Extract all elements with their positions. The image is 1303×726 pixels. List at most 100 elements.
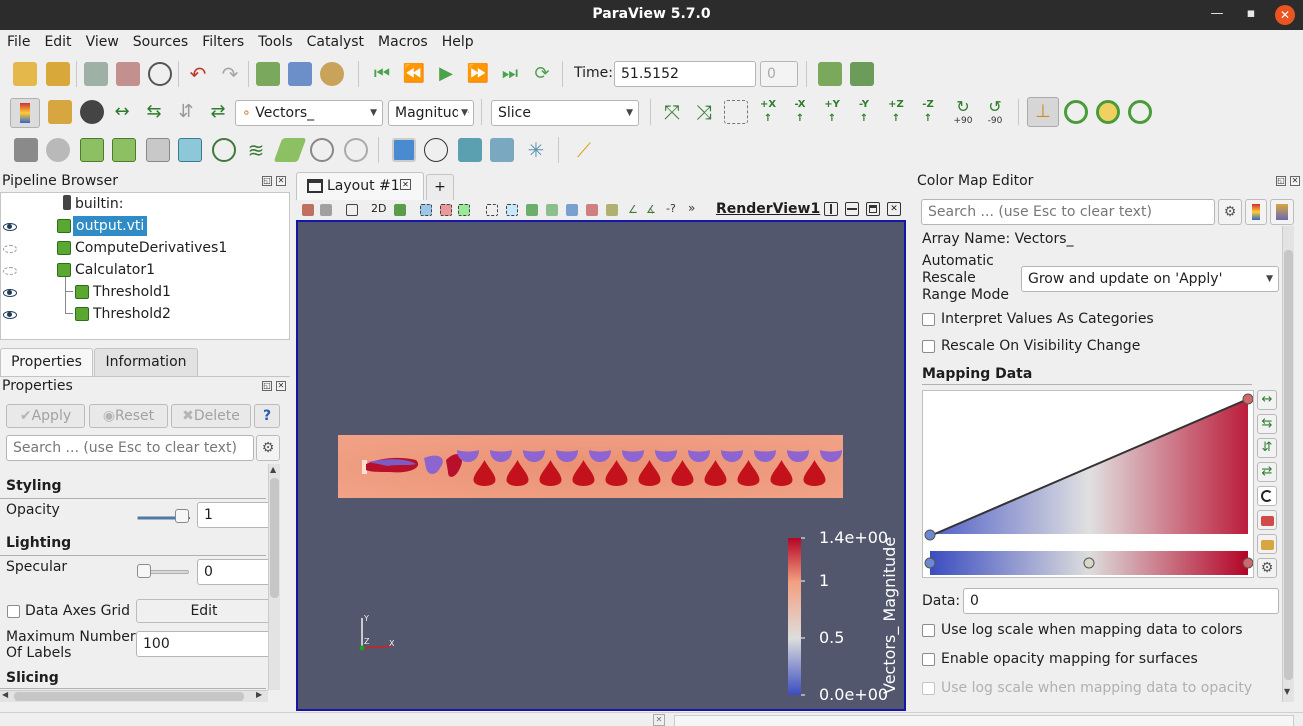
grow-selection-icon[interactable] [566,204,578,216]
first-frame-icon[interactable]: ⏮ [373,63,391,84]
palette-icon[interactable] [320,62,344,86]
polyline-icon[interactable]: ∡ [646,203,656,216]
zoom-to-box-icon[interactable] [724,100,748,124]
menu-tools[interactable]: Tools [258,34,293,50]
pipeline-item-output[interactable]: output.vti [73,216,148,236]
apply-button[interactable]: ✔Apply [6,404,85,428]
next-frame-icon[interactable]: ⏩ [466,63,490,84]
2d-mode-button[interactable]: 2D [371,202,387,215]
query-icon[interactable]: -? [666,202,676,215]
menu-file[interactable]: File [7,34,31,50]
tab-layout-1[interactable]: Layout #1 ✕ [296,172,424,200]
rescale-visible-icon[interactable]: ⇵ [178,101,194,122]
maximize-button[interactable]: ▪ [1246,6,1256,21]
last-frame-icon[interactable]: ⏭ [501,63,519,84]
view-minus-y-icon[interactable]: -Y ↑ [859,99,869,124]
max-labels-input[interactable]: 100 [136,631,272,657]
clip-icon[interactable] [80,138,104,162]
color-control-point[interactable] [924,557,936,569]
split-vertical-icon[interactable] [845,202,859,216]
play-icon[interactable]: ▶ [439,63,453,84]
help-button[interactable]: ? [254,404,280,428]
rescale-visible-range-icon[interactable]: ⇄ [1257,462,1277,482]
close-output-icon[interactable]: ✕ [653,714,665,726]
rescale-data-icon[interactable]: ⇄ [210,101,226,122]
minimize-button[interactable]: — [1210,6,1224,21]
python-shell-icon[interactable] [818,62,842,86]
reset-range-icon[interactable] [80,100,104,124]
save-preset-icon[interactable] [1257,534,1277,554]
interactive-select-icon[interactable] [506,204,518,216]
warp-icon[interactable] [273,138,307,162]
color-legend-toggle-icon[interactable] [10,98,40,128]
eye-hidden-icon[interactable] [3,267,17,275]
close-panel-icon[interactable]: ✕ [276,176,286,186]
more-tools-icon[interactable]: » [688,201,696,215]
select-frustum-icon[interactable] [458,204,470,216]
close-tab-icon[interactable]: ✕ [400,179,411,190]
gear-icon[interactable]: ⚙ [1218,199,1242,225]
glyph-icon[interactable] [212,138,236,162]
render-view-label[interactable]: RenderView1 [716,201,821,217]
data-axes-grid-checkbox[interactable] [7,605,20,618]
stream-tracer-icon[interactable]: ≋ [247,138,265,162]
clear-selection-icon[interactable] [606,204,618,216]
ruler-icon[interactable]: ⟋ [577,138,591,162]
color-control-point[interactable] [1083,557,1095,569]
menu-catalyst[interactable]: Catalyst [306,34,365,50]
choose-preset-icon[interactable] [1257,510,1277,530]
previous-frame-icon[interactable]: ⏪ [402,63,426,84]
rescale-mode-select[interactable]: Grow and update on 'Apply' ▼ [1021,266,1279,292]
properties-scrollbar[interactable]: ▲ [268,464,280,690]
menu-filters[interactable]: Filters [202,34,245,50]
specular-slider-handle[interactable] [137,564,151,578]
group-icon[interactable] [310,138,334,162]
maximize-view-icon[interactable] [866,202,880,216]
pipeline-item-calculator[interactable]: Calculator1 [75,262,156,278]
reset-view-icon[interactable] [346,204,358,216]
probe-icon[interactable] [424,138,448,162]
eye-visible-icon[interactable] [3,289,17,297]
opacity-input[interactable]: 1 [197,502,272,528]
menu-macros[interactable]: Macros [378,34,428,50]
threshold-icon[interactable] [146,138,170,162]
render-view[interactable]: Y X Z 1.4e+00 1 0.5 0.0e+00 Vectors_ Mag… [296,220,906,711]
reset-camera-icon[interactable] [256,62,280,86]
split-horizontal-icon[interactable] [824,202,838,216]
colormap-search-input[interactable]: Search ... (use Esc to clear text) [921,199,1215,225]
pick-center-icon[interactable] [1096,100,1120,124]
angle-icon[interactable]: ∠ [628,203,638,216]
contour-icon[interactable] [46,138,70,162]
add-layout-tab-button[interactable]: + [426,174,454,200]
close-view-icon[interactable]: ✕ [887,202,901,216]
color-by-select[interactable]: ∘ Vectors_ ▼ [235,100,383,126]
select-points-surface-icon[interactable] [440,204,452,216]
open-icon[interactable] [13,62,37,86]
calculator-icon[interactable] [14,138,38,162]
edit-colormap-icon[interactable] [48,100,72,124]
slice-icon[interactable] [112,138,136,162]
autoapply-icon[interactable] [148,62,172,86]
select-cells-icon[interactable] [420,204,432,216]
edit-axes-grid-button[interactable]: Edit [136,599,272,623]
colormap-save-icon[interactable] [1270,199,1294,225]
data-value-input[interactable]: 0 [963,588,1279,614]
zoom-to-data-icon[interactable]: ⤨ [696,100,712,124]
opacity-control-point[interactable] [924,529,936,541]
menu-help[interactable]: Help [441,34,474,50]
representation-select[interactable]: Slice ▼ [491,100,639,126]
hover-points-icon[interactable] [526,204,538,216]
view-plus-y-icon[interactable]: +Y ↑ [824,99,840,124]
tab-properties[interactable]: Properties [0,348,93,377]
timestep-spinbox[interactable]: 0 [760,61,798,87]
specular-input[interactable]: 0 [197,559,272,585]
rotate-minus-90-icon[interactable]: ↺ -90 [987,97,1003,127]
rescale-data-time-icon[interactable]: ⇵ [1257,438,1277,458]
opacity-mapping-checkbox[interactable] [922,653,935,666]
menu-sources[interactable]: Sources [132,34,189,50]
interpret-categories-checkbox[interactable] [922,313,935,326]
rescale-visibility-checkbox[interactable] [922,340,935,353]
delete-button[interactable]: ✖Delete [171,404,251,428]
redo-icon[interactable]: ↷ [221,62,239,86]
close-panel-icon[interactable]: ✕ [276,381,286,391]
